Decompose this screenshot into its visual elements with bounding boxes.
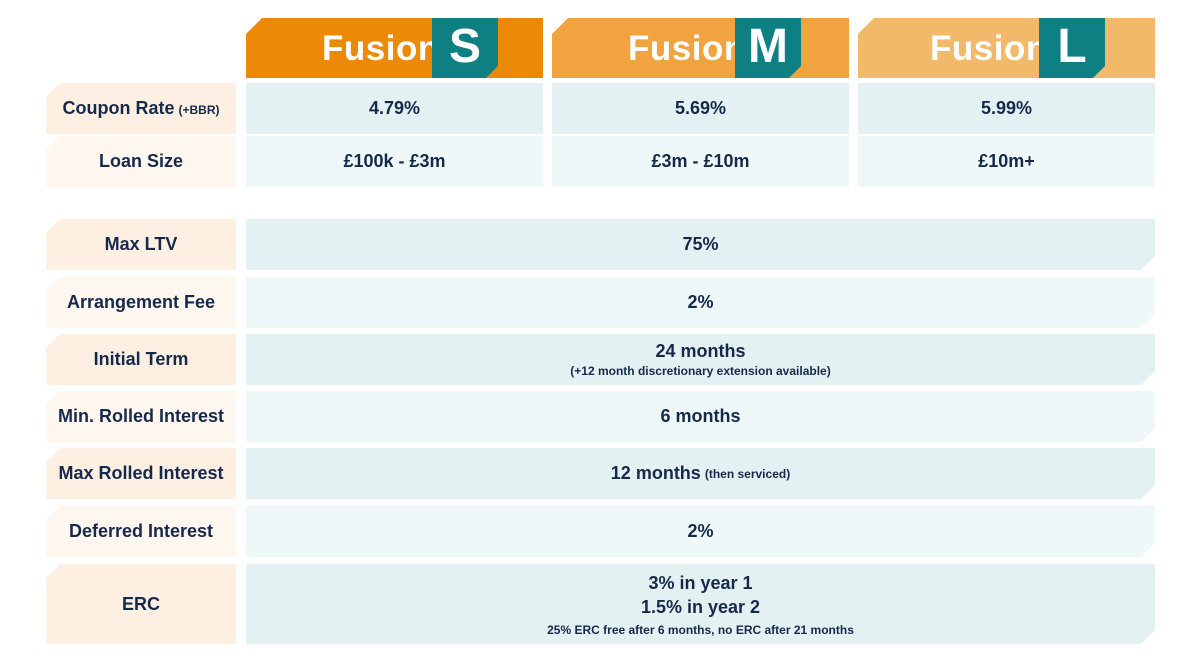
row-label-text: Min. Rolled Interest [57,406,225,426]
erc-line-1: 3% in year 1 [648,573,753,593]
row-label-text: Arrangement Fee [66,292,216,312]
deferred-interest-value: 2% [246,506,1155,557]
plan-size-badge: S [432,14,498,78]
value-note: (+12 month discretionary extension avail… [570,364,831,378]
plan-name: Fusion [322,29,440,68]
plan-name: Fusion [930,29,1048,68]
coupon-rate-m: 5.69% [552,83,849,134]
row-label-text: Max Rolled Interest [58,463,224,483]
coupon-rate-s: 4.79% [246,83,543,134]
row-label-erc: ERC [46,564,236,644]
loan-size-l: £10m+ [858,136,1155,187]
value-text: 2% [687,292,714,312]
initial-term-value: 24 months (+12 month discretionary exten… [246,334,1155,385]
max-rolled-interest-value: 12 months (then serviced) [246,448,1155,499]
value-text: 2% [687,521,714,541]
row-label-initial-term: Initial Term [46,334,236,385]
row-label-coupon-rate: Coupon Rate (+BBR) [46,83,236,134]
row-label-note: (+BBR) [178,103,220,117]
plan-size-badge: L [1039,14,1105,78]
erc-line-2: 1.5% in year 2 [640,597,761,617]
plan-size-badge: M [735,14,801,78]
min-rolled-interest-value: 6 months [246,391,1155,442]
row-label-text: Coupon Rate [62,98,175,118]
row-label-deferred-interest: Deferred Interest [46,506,236,557]
value-text: 6 months [660,406,741,426]
row-label-max-rolled-interest: Max Rolled Interest [46,448,236,499]
row-label-text: Initial Term [93,349,189,369]
row-label-text: Deferred Interest [68,521,214,541]
value-text: 12 months [610,463,701,483]
value-text: 75% [682,234,719,254]
erc-value: 3% in year 1 1.5% in year 2 25% ERC free… [246,564,1155,644]
loan-size-s: £100k - £3m [246,136,543,187]
erc-note: 25% ERC free after 6 months, no ERC afte… [547,623,854,637]
row-label-min-rolled-interest: Min. Rolled Interest [46,391,236,442]
arrangement-fee-value: 2% [246,277,1155,328]
max-ltv-value: 75% [246,219,1155,270]
row-label-text: ERC [121,593,160,614]
plan-header-fusion-l: Fusion L [858,18,1155,78]
plan-header-fusion-m: Fusion M [552,18,849,78]
value-note: (then serviced) [704,466,791,481]
row-label-text: Max LTV [104,234,178,254]
coupon-rate-l: 5.99% [858,83,1155,134]
plan-name: Fusion [628,29,746,68]
loan-size-m: £3m - £10m [552,136,849,187]
row-label-loan-size: Loan Size [46,136,236,187]
row-label-max-ltv: Max LTV [46,219,236,270]
plan-header-fusion-s: Fusion S [246,18,543,78]
value-text: 24 months [655,341,746,361]
row-label-text: Loan Size [98,151,183,171]
row-label-arrangement-fee: Arrangement Fee [46,277,236,328]
